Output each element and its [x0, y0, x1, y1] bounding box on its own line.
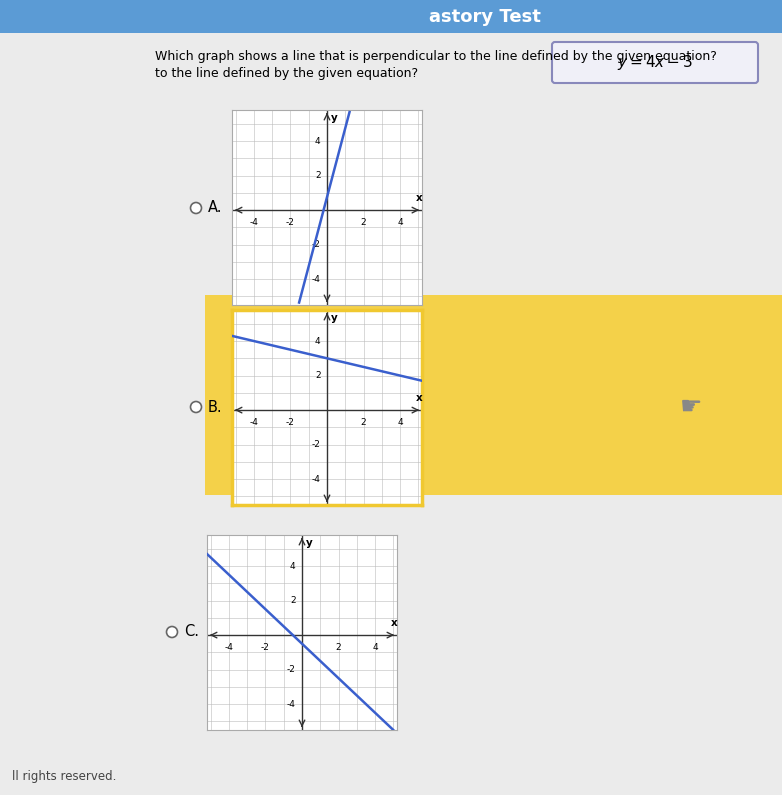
Text: -4: -4 — [312, 475, 321, 483]
Text: B.: B. — [208, 400, 223, 414]
Text: Which graph shows a line that is perpendicular to the line defined by the given : Which graph shows a line that is perpend… — [155, 50, 717, 63]
Bar — [0, 0, 782, 33]
Text: x: x — [391, 619, 397, 628]
Text: 2: 2 — [315, 171, 321, 180]
Text: 2: 2 — [361, 218, 366, 227]
Text: 2: 2 — [361, 418, 366, 427]
FancyBboxPatch shape — [552, 42, 758, 83]
Text: ll rights reserved.: ll rights reserved. — [12, 770, 117, 783]
Circle shape — [191, 401, 202, 413]
Text: 2: 2 — [290, 596, 296, 605]
Text: y: y — [331, 313, 337, 324]
Text: -2: -2 — [312, 440, 321, 449]
Text: x: x — [416, 193, 422, 204]
Circle shape — [191, 203, 202, 214]
Text: -2: -2 — [287, 665, 296, 674]
Text: 4: 4 — [290, 561, 296, 571]
Text: y: y — [306, 538, 312, 549]
Text: -4: -4 — [312, 274, 321, 284]
Text: $y = 4x - 3$: $y = 4x - 3$ — [617, 52, 693, 72]
Text: 4: 4 — [372, 643, 378, 652]
Text: 4: 4 — [397, 218, 403, 227]
Text: -2: -2 — [261, 643, 270, 652]
Text: to the line defined by the given equation?: to the line defined by the given equatio… — [155, 67, 418, 80]
Text: 4: 4 — [397, 418, 403, 427]
Text: -4: -4 — [224, 643, 233, 652]
Text: -2: -2 — [312, 240, 321, 249]
Text: 2: 2 — [315, 371, 321, 380]
Text: -4: -4 — [249, 218, 258, 227]
Text: -2: -2 — [286, 218, 295, 227]
Text: A.: A. — [208, 200, 223, 215]
Text: 2: 2 — [335, 643, 342, 652]
Text: y: y — [331, 114, 337, 123]
Text: 4: 4 — [315, 137, 321, 145]
Text: ☛: ☛ — [680, 395, 702, 419]
Text: astory Test: astory Test — [429, 8, 541, 26]
Circle shape — [167, 626, 178, 638]
Text: -4: -4 — [287, 700, 296, 708]
Text: C.: C. — [184, 625, 199, 639]
Bar — [205, 295, 782, 495]
Text: 4: 4 — [315, 336, 321, 346]
Text: -2: -2 — [286, 418, 295, 427]
Text: -4: -4 — [249, 418, 258, 427]
Text: x: x — [416, 394, 422, 403]
